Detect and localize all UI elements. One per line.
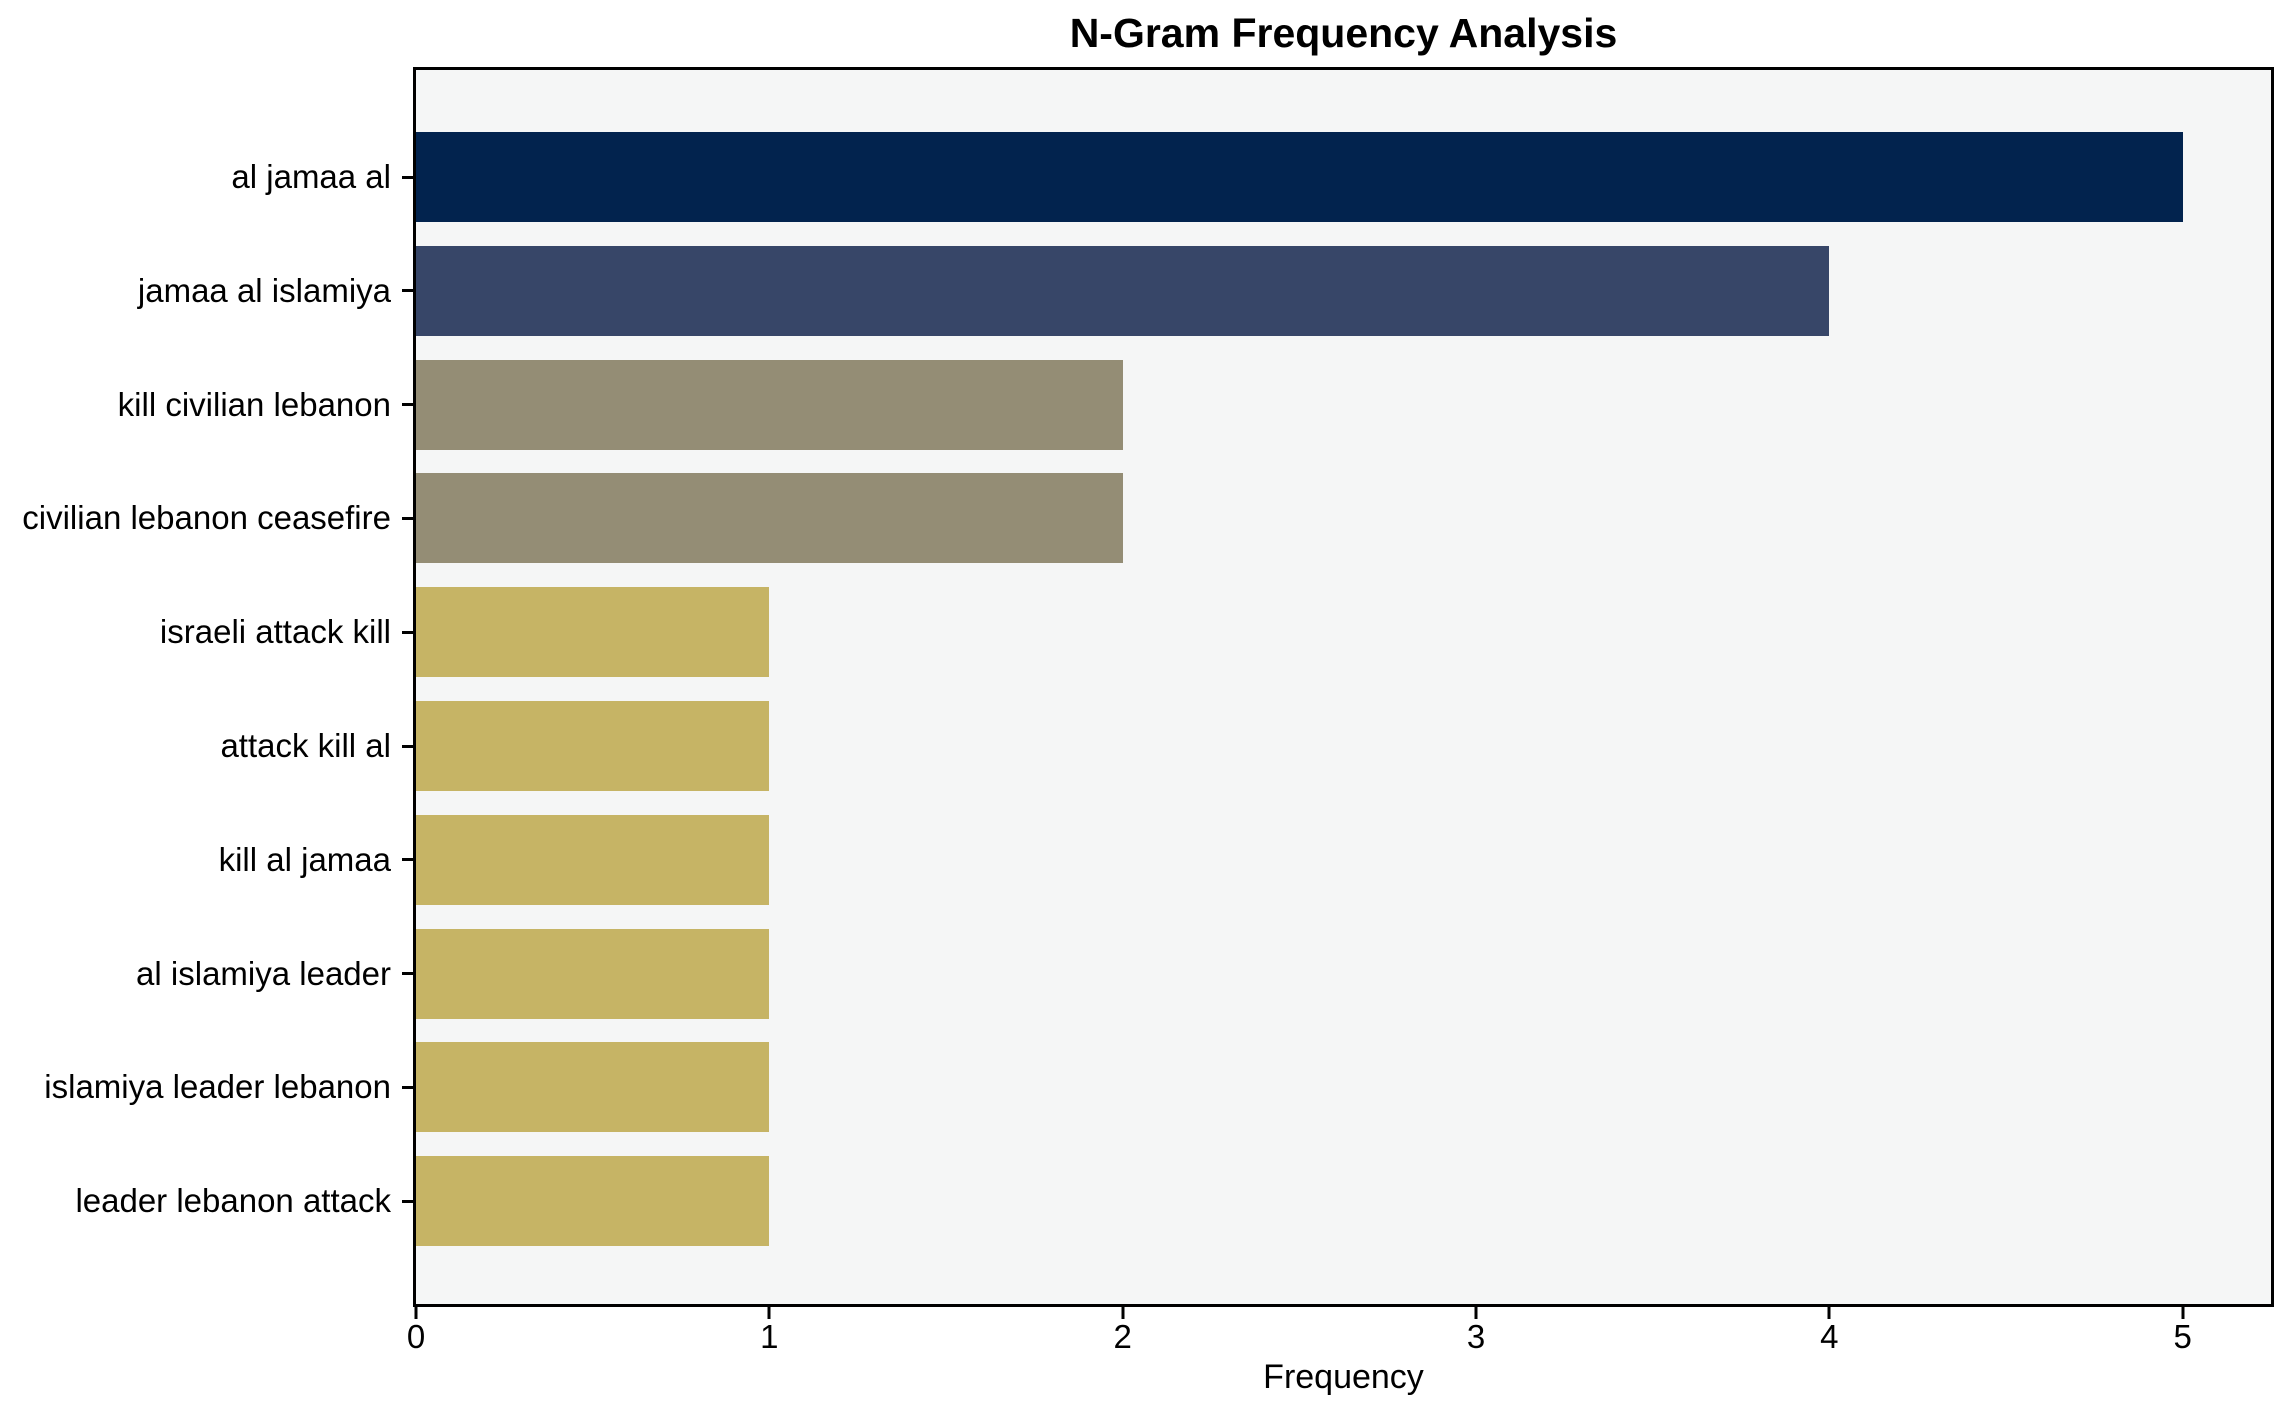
y-tick-label: attack kill al <box>220 727 391 764</box>
y-tick-mark <box>402 289 414 293</box>
bar <box>416 701 770 791</box>
bar <box>416 132 2183 222</box>
x-tick-label: 5 <box>2173 1318 2192 1355</box>
y-tick-mark <box>402 1199 414 1203</box>
x-tick-label: 4 <box>1820 1318 1839 1355</box>
y-tick-label: israeli attack kill <box>159 613 391 651</box>
y-tick-mark <box>402 858 414 862</box>
y-tick-label: islamiya leader lebanon <box>44 1068 391 1106</box>
y-tick-label: jamaa al islamiya <box>137 271 391 309</box>
y-tick-label: al islamiya leader <box>136 954 391 992</box>
y-tick-label: civilian lebanon ceasefire <box>22 499 391 537</box>
x-tick-label: 0 <box>406 1318 426 1355</box>
y-tick-mark <box>402 630 414 634</box>
x-tick-mark <box>2181 1307 2185 1319</box>
y-tick-mark <box>402 1085 414 1089</box>
bar <box>416 473 1123 564</box>
x-tick-mark <box>1827 1307 1831 1319</box>
y-tick-mark <box>402 175 414 179</box>
y-tick-mark <box>402 403 414 407</box>
y-tick-label: kill al jamaa <box>218 840 391 878</box>
chart-title: N-Gram Frequency Analysis <box>1069 10 1618 56</box>
x-axis-label: Frequency <box>1263 1358 1424 1396</box>
x-tick-mark <box>414 1307 418 1319</box>
plot-area: al jamaa al jamaa al islamiya kill civilia… <box>22 67 2274 1355</box>
y-tick-label: al jamaa al <box>231 158 391 195</box>
y-tick-mark <box>402 972 414 976</box>
bar <box>416 814 770 905</box>
x-tick-mark <box>1474 1307 1478 1319</box>
bar <box>416 1042 770 1133</box>
x-tick-label: 1 <box>760 1318 779 1355</box>
y-tick-mark <box>402 744 414 748</box>
bar <box>416 1156 770 1247</box>
bar <box>416 359 1123 450</box>
x-tick-label: 2 <box>1113 1318 1132 1355</box>
x-tick-mark <box>767 1307 771 1319</box>
bar <box>416 587 770 678</box>
y-tick-mark <box>402 516 414 520</box>
x-tick-label: 3 <box>1466 1318 1486 1355</box>
bar <box>416 928 770 1019</box>
y-tick-label: kill civilian lebanon <box>117 385 391 423</box>
x-tick-mark <box>1121 1307 1125 1319</box>
y-tick-label: leader lebanon attack <box>75 1182 391 1220</box>
bar <box>416 245 1830 336</box>
